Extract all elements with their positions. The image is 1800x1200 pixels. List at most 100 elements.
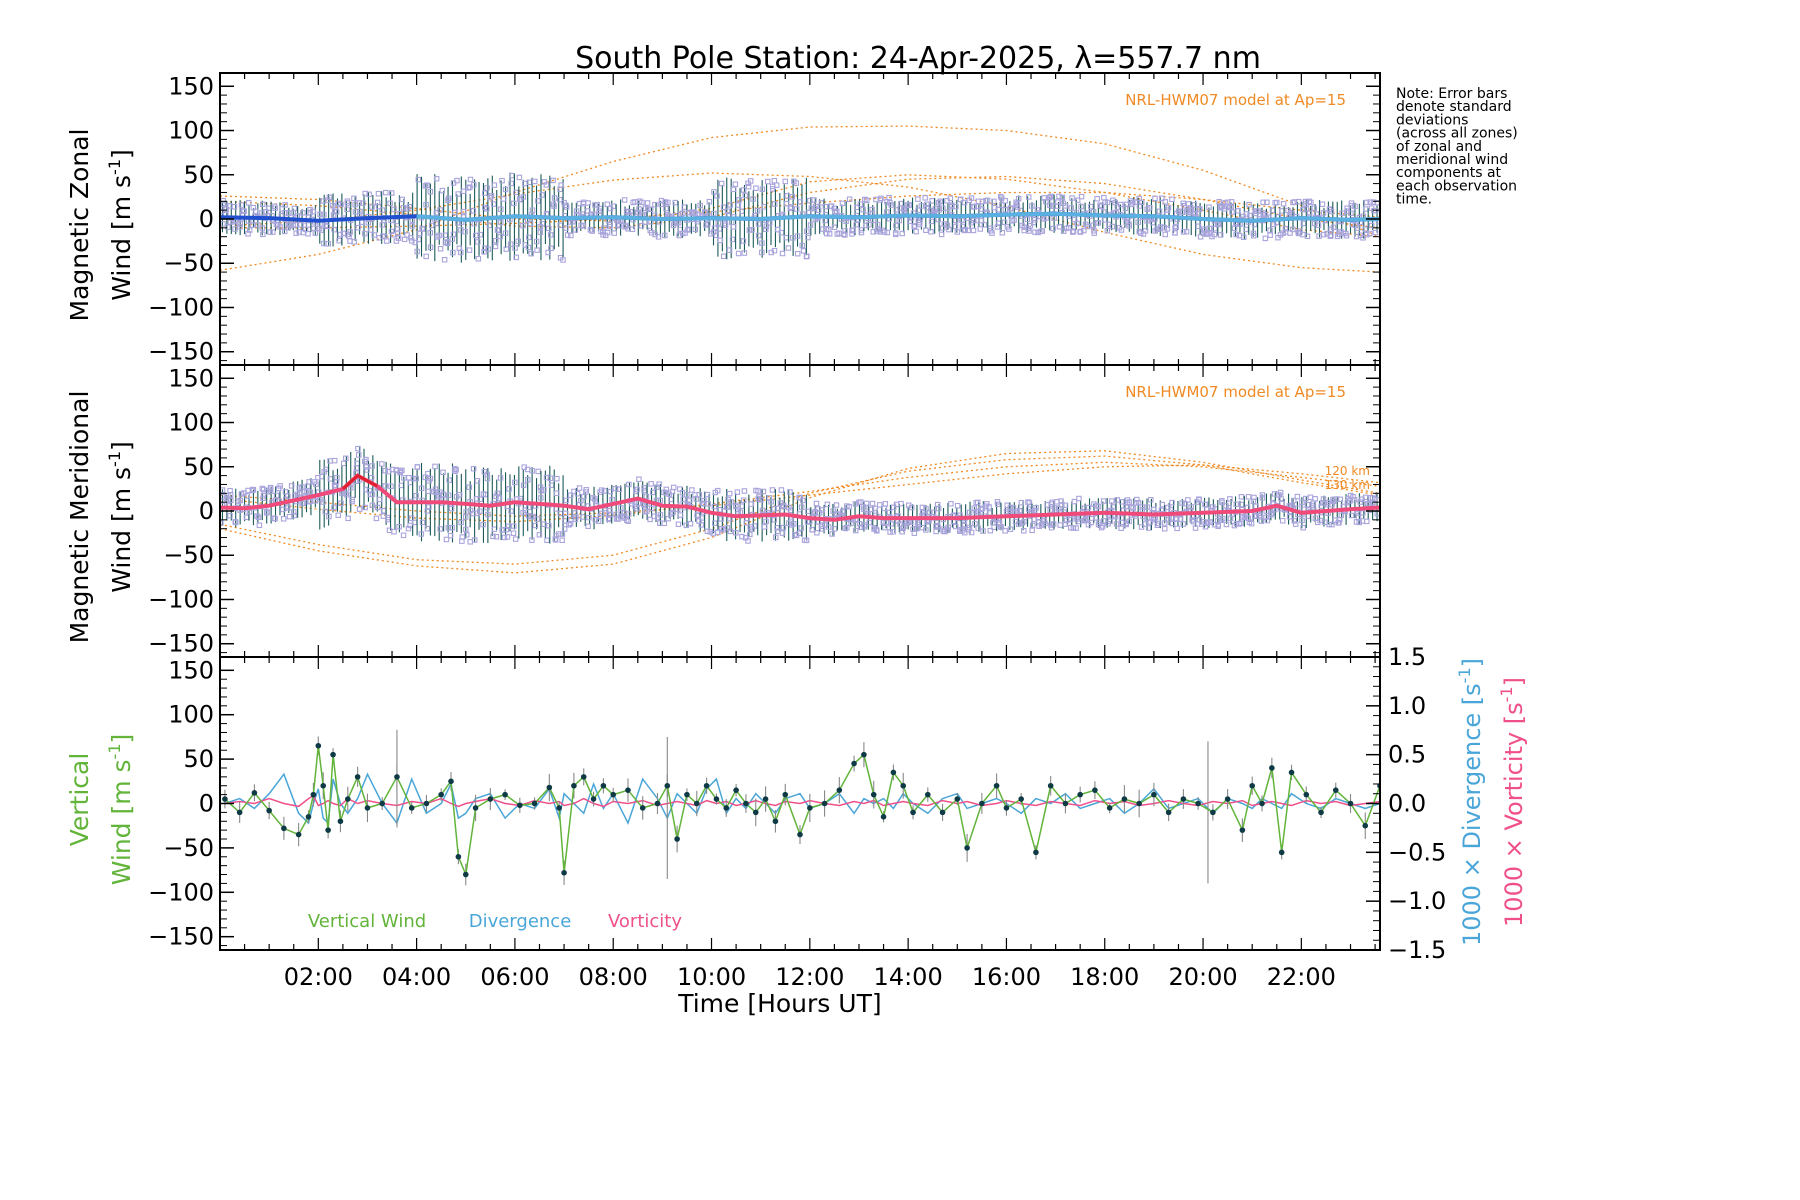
scatter-point <box>1076 518 1082 525</box>
scatter-point <box>572 227 579 233</box>
scatter-point <box>1169 196 1175 203</box>
scatter-point <box>445 492 452 498</box>
scatter-point <box>387 200 393 207</box>
scatter-point <box>585 208 591 214</box>
y2-tick-label: −0.5 <box>1388 838 1446 866</box>
scatter-point <box>874 228 880 234</box>
scatter-point <box>718 525 725 532</box>
scatter-point <box>884 229 891 236</box>
scatter-point <box>778 487 785 493</box>
scatter-point <box>936 207 943 213</box>
scatter-point <box>651 513 658 520</box>
scatter-point <box>1126 221 1132 227</box>
scatter-point <box>624 517 630 523</box>
scatter-point <box>1069 229 1076 235</box>
scatter-point <box>267 484 274 491</box>
scatter-point <box>1204 230 1211 237</box>
scatter-point <box>887 199 893 206</box>
scatter-point <box>608 511 614 518</box>
scatter-point <box>1264 199 1270 206</box>
note-line: deviations <box>1396 112 1468 128</box>
scatter-point <box>1206 225 1213 232</box>
scatter-point <box>379 207 386 213</box>
scatter-point <box>670 509 676 516</box>
vertical-wind-point <box>1210 809 1216 816</box>
scatter-point <box>663 205 669 212</box>
meridional-panel: 150 100 50 0 −50 −100 −150 NRL-HWM07 model at A… <box>65 364 1381 658</box>
scatter-point <box>527 220 534 227</box>
scatter-point <box>755 232 762 239</box>
scatter-point <box>828 203 835 209</box>
vertical-wind-point <box>870 791 877 798</box>
scatter-point <box>534 247 540 253</box>
scatter-point <box>426 504 432 510</box>
scatter-point <box>735 202 742 208</box>
scatter-point <box>273 492 280 499</box>
scatter-point <box>326 194 333 201</box>
scatter-point <box>1069 195 1075 201</box>
scatter-point <box>375 190 382 197</box>
vertical-wind-point <box>448 778 454 785</box>
scatter-point <box>294 491 301 498</box>
scatter-point <box>1109 223 1116 230</box>
scatter-point <box>1094 195 1100 202</box>
scatter-point <box>356 506 363 512</box>
scatter-point <box>475 239 481 245</box>
scatter-point <box>237 221 244 227</box>
scatter-point <box>742 192 748 199</box>
scatter-point <box>718 180 725 187</box>
vertical-wind-point <box>487 796 494 802</box>
scatter-point <box>1350 494 1356 500</box>
scatter-point <box>477 508 483 514</box>
scatter-point <box>997 193 1004 200</box>
scatter-point <box>1289 502 1295 509</box>
scatter-point <box>220 208 224 215</box>
scatter-point <box>1029 203 1035 209</box>
scatter-point <box>462 228 468 235</box>
scatter-point <box>384 238 390 244</box>
scatter-point <box>710 229 717 235</box>
scatter-point <box>759 249 765 256</box>
model-curve <box>220 450 1380 574</box>
scatter-point <box>1322 519 1328 526</box>
vertical-wind-line <box>224 745 1380 878</box>
scatter-point <box>1098 203 1105 210</box>
vertical-wind-point <box>330 751 336 758</box>
scatter-point <box>720 204 727 210</box>
scatter-point <box>1321 231 1327 238</box>
scatter-point <box>459 538 465 544</box>
scatter-point <box>507 241 514 247</box>
scatter-point <box>1078 203 1084 210</box>
y-axis-unit-label: Wind [m s-1] <box>105 149 136 301</box>
plot-area <box>222 729 1380 886</box>
scatter-point <box>1159 195 1165 202</box>
scatter-point <box>752 523 758 529</box>
scatter-point <box>449 525 455 531</box>
scatter-point <box>227 492 234 498</box>
scatter-point <box>516 174 523 181</box>
scatter-point <box>563 202 569 209</box>
scatter-point <box>1253 513 1260 519</box>
vertical-wind-point <box>590 796 597 802</box>
scatter-point <box>1279 517 1286 524</box>
scatter-point <box>1191 518 1197 525</box>
note-line: Note: Error bars <box>1396 86 1507 102</box>
vertical-wind-point <box>836 787 843 793</box>
scatter-point <box>798 525 804 531</box>
scatter-point <box>1339 210 1345 216</box>
scatter-point <box>799 242 805 249</box>
scatter-point <box>536 532 543 538</box>
scatter-point <box>422 183 429 189</box>
scatter-point <box>972 520 978 527</box>
scatter-point <box>298 222 304 228</box>
scatter-point <box>638 222 645 229</box>
vertical-wind-point <box>571 782 577 789</box>
y-tick-label: −50 <box>163 834 214 862</box>
scatter-point <box>246 227 253 233</box>
scatter-point <box>493 237 499 244</box>
scatter-point <box>1032 217 1038 223</box>
divergence-axis-label: 1000 × Divergence [s-1] <box>1455 658 1486 946</box>
scatter-point <box>840 508 847 514</box>
scatter-point <box>1048 193 1054 200</box>
